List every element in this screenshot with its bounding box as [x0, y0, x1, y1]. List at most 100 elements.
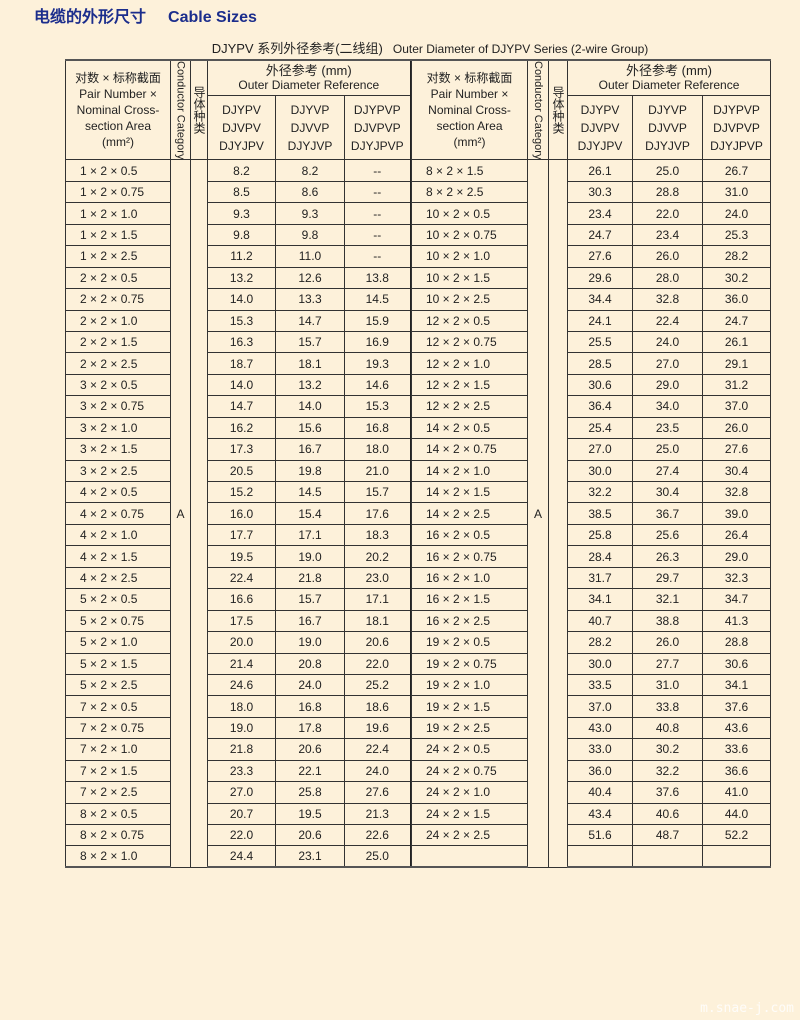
pair-cell: 10 × 2 × 1.5 — [411, 266, 528, 290]
od-value-cell: 16.8 — [275, 695, 345, 718]
table-row: 8 × 2 × 2.5 30.3 28.8 31.0 — [411, 180, 772, 204]
table-row: 10 × 2 × 1.0 27.6 26.0 28.2 — [411, 245, 772, 268]
pair-cell: 1 × 2 × 0.5 — [65, 159, 171, 182]
od-value-cell: 37.6 — [632, 781, 703, 804]
od-value-cell: 30.2 — [632, 738, 703, 761]
model-name: DJYPV — [222, 102, 261, 117]
od-value-cell: 17.6 — [343, 502, 412, 525]
od-value-cell: 18.7 — [207, 352, 276, 375]
od-value-cell: 20.7 — [207, 802, 276, 826]
pair-unit: (mm²) — [102, 135, 134, 150]
table-row: 24 × 2 × 1.5 43.4 40.6 44.0 — [411, 802, 772, 826]
table-row: 24 × 2 × 0.75 36.0 32.2 36.6 — [411, 759, 772, 783]
od-value-cell: 30.3 — [567, 180, 633, 204]
od-value-cell: 30.0 — [567, 652, 633, 675]
od-value-cell: 25.8 — [275, 781, 345, 804]
od-value-cell: 14.0 — [275, 395, 345, 418]
pair-cell: 16 × 2 × 0.5 — [411, 523, 528, 547]
pair-cell: 12 × 2 × 0.75 — [411, 330, 528, 354]
watermark: m.snae-j.com — [700, 1001, 794, 1016]
od-value-cell: 22.4 — [343, 738, 412, 761]
category-cn: 导体种类 — [551, 86, 565, 135]
od-value-cell: 11.0 — [275, 245, 345, 268]
pair-cell: 3 × 2 × 1.5 — [65, 438, 171, 461]
od-value-cell: 16.0 — [207, 502, 276, 525]
od-value-cell: 20.2 — [343, 545, 412, 568]
table-row: 24 × 2 × 0.5 33.0 30.2 33.6 — [411, 738, 772, 761]
conductor-category-cn-header: 导体种类 — [548, 59, 568, 161]
table-row: 16 × 2 × 2.5 40.7 38.8 41.3 — [411, 609, 772, 633]
od-value-cell: 24.0 — [275, 673, 345, 697]
table-row: 12 × 2 × 0.5 24.1 22.4 24.7 — [411, 309, 772, 332]
title-en: Cable Sizes — [168, 9, 257, 26]
table-row: 10 × 2 × 2.5 34.4 32.8 36.0 — [411, 288, 772, 311]
od-value-cell: 29.7 — [632, 566, 703, 590]
od-value-cell: 23.4 — [567, 202, 633, 225]
od-value-cell: 34.7 — [701, 588, 772, 611]
od-value-cell: 24.7 — [567, 223, 633, 247]
od-value-cell: 28.8 — [632, 180, 703, 204]
pair-cell: 10 × 2 × 0.75 — [411, 223, 528, 247]
od-value-cell: 16.6 — [207, 588, 276, 611]
pair-cell: 8 × 2 × 1.5 — [411, 159, 528, 182]
table-row: 4 × 2 × 0.75 16.0 15.4 17.6 — [65, 502, 412, 525]
od-value-cell: 22.4 — [632, 309, 703, 332]
od-value-cell: 30.4 — [632, 481, 703, 504]
pair-cn: 对数 × 标称截面 — [426, 71, 513, 86]
od-value-cell: 43.6 — [701, 716, 772, 740]
od-value-cell: 22.0 — [632, 202, 703, 225]
od-value-cell: 15.2 — [207, 481, 276, 504]
od-value-cell: 13.2 — [275, 373, 345, 397]
od-value-cell: 31.2 — [701, 373, 772, 397]
pair-cell: 4 × 2 × 1.5 — [65, 545, 171, 568]
od-value-cell: 27.0 — [207, 781, 276, 804]
table-row: 4 × 2 × 0.5 15.2 14.5 15.7 — [65, 481, 412, 504]
od-value-cell: 19.8 — [275, 459, 345, 483]
od-value-cell: 33.0 — [567, 738, 633, 761]
od-value-cell: 23.0 — [343, 566, 412, 590]
pair-cell: 5 × 2 × 1.5 — [65, 652, 171, 675]
od-value-cell: 25.2 — [343, 673, 412, 697]
od-value-cell: 8.5 — [207, 180, 276, 204]
od-value-cell: 25.4 — [567, 416, 633, 440]
od-value-cell: 27.6 — [567, 245, 633, 268]
od-value-cell: 26.4 — [701, 523, 772, 547]
od-value-cell: 8.6 — [275, 180, 345, 204]
model-name: DJVPVP — [713, 120, 760, 135]
model-header: DJYPVP DJVPVP DJYJPVP — [701, 95, 772, 161]
od-value-cell: 26.0 — [632, 631, 703, 654]
od-value-cell: 28.5 — [567, 352, 633, 375]
od-value-cell: 15.3 — [343, 395, 412, 418]
od-value-cell: 16.2 — [207, 416, 276, 440]
od-value-cell: 19.6 — [343, 716, 412, 740]
table-row: 8 × 2 × 1.0 24.4 23.1 25.0 — [65, 845, 412, 869]
od-value-cell: 51.6 — [567, 824, 633, 847]
od-value-cell: 28.2 — [701, 245, 772, 268]
model-header: DJYVP DJVVP DJYJVP — [632, 95, 703, 161]
od-value-cell: 8.2 — [275, 159, 345, 182]
conductor-category-cn-header: 导体种类 — [190, 59, 208, 161]
pair-cell: 1 × 2 × 1.5 — [65, 223, 171, 247]
caption-cn: DJYPV 系列外径参考(二线组) — [211, 41, 383, 56]
table-row: 2 × 2 × 2.5 18.7 18.1 19.3 — [65, 352, 412, 375]
pair-cell: 1 × 2 × 1.0 — [65, 202, 171, 225]
od-value-cell: 14.0 — [207, 373, 276, 397]
pair-cell: 4 × 2 × 1.0 — [65, 523, 171, 547]
pair-cell: 10 × 2 × 2.5 — [411, 288, 528, 311]
table-caption: DJYPV 系列外径参考(二线组) Outer Diameter of DJYPV… — [0, 38, 800, 57]
category-cell: A — [170, 159, 191, 868]
od-value-cell: 16.8 — [343, 416, 412, 440]
outer-diameter-header: 外径参考 (mm) Outer Diameter Reference — [566, 59, 772, 97]
model-header: DJYPVP DJVPVP DJYJPVP — [343, 95, 412, 161]
od-value-cell: 24.0 — [632, 330, 703, 354]
pair-cell: 2 × 2 × 1.5 — [65, 330, 171, 354]
od-value-cell: 26.1 — [567, 159, 633, 182]
pair-cell: 24 × 2 × 0.5 — [411, 738, 528, 761]
table-row: 7 × 2 × 0.5 18.0 16.8 18.6 — [65, 695, 412, 718]
model-name: DJYPVP — [353, 102, 401, 117]
od-value-cell: 14.7 — [207, 395, 276, 418]
table-row: 1 × 2 × 0.75 8.5 8.6 -- — [65, 180, 412, 204]
category-cn-cell — [190, 159, 208, 868]
model-name: DJYJVP — [287, 138, 333, 153]
od-value-cell: 15.7 — [343, 481, 412, 504]
